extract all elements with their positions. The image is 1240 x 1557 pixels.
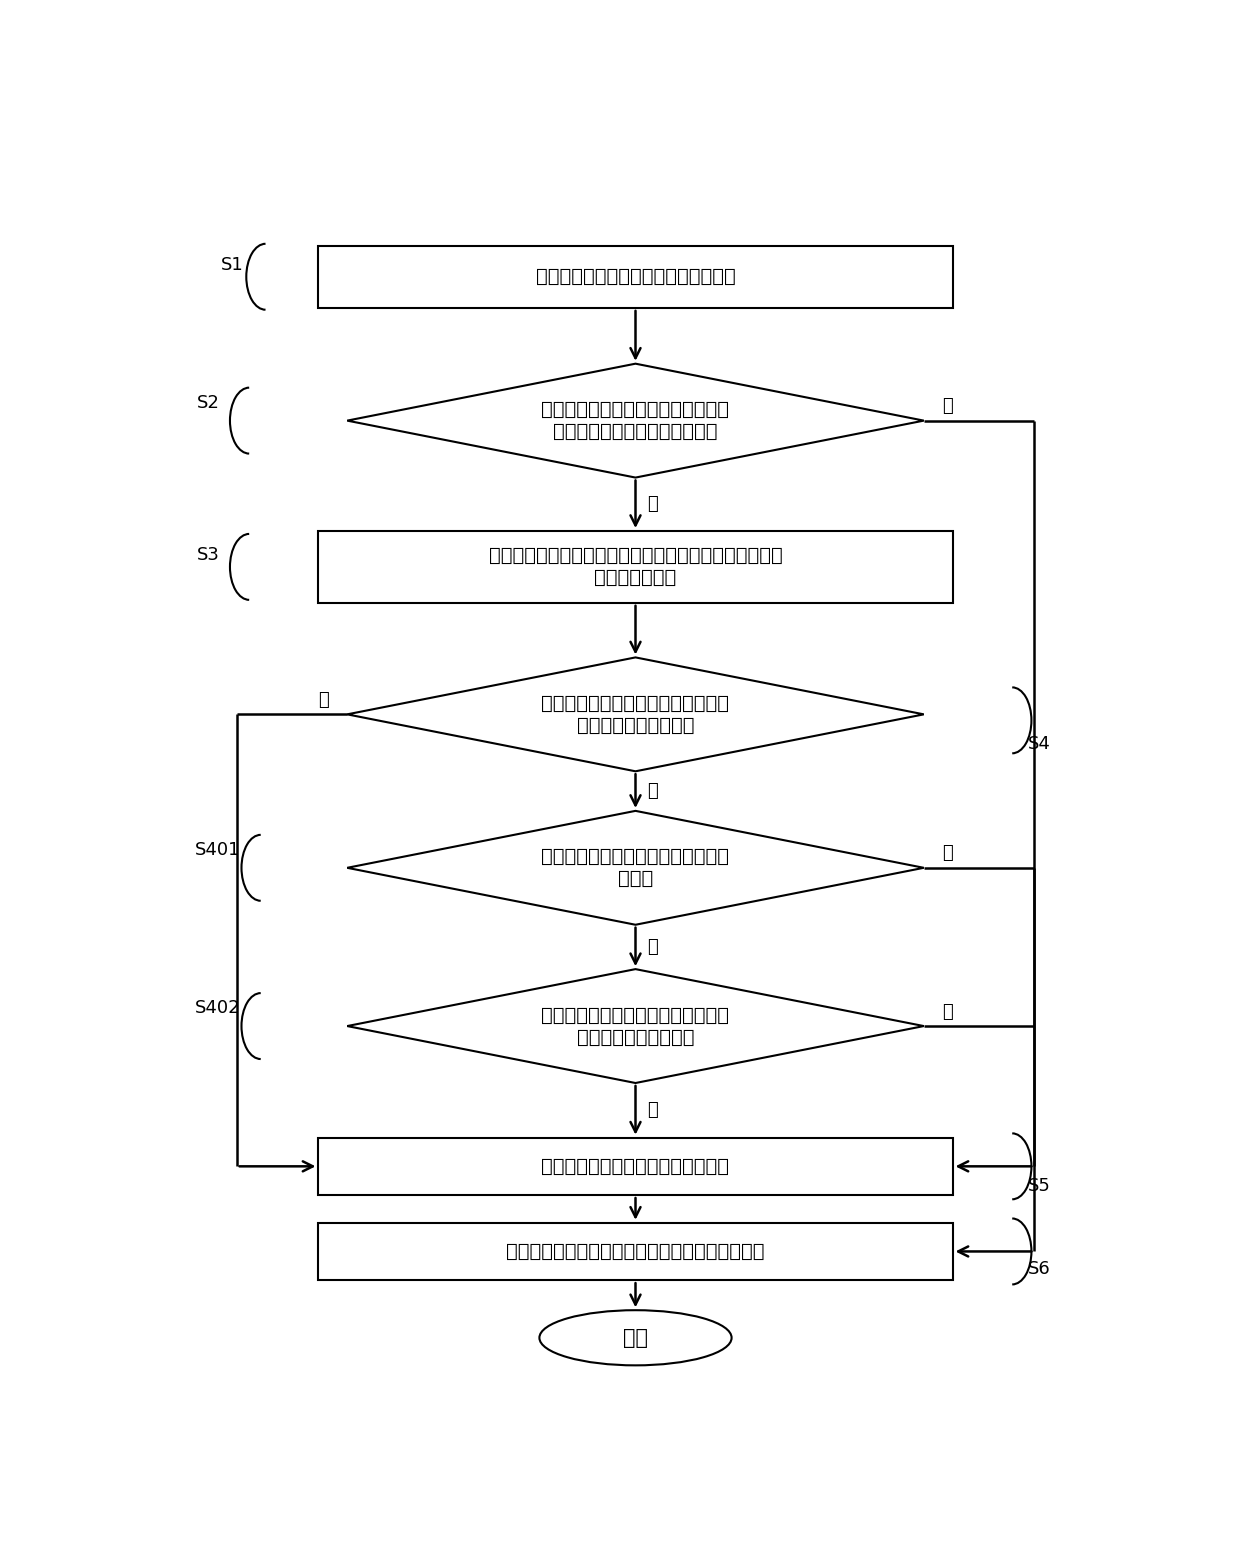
Text: 是: 是 <box>317 691 329 708</box>
FancyBboxPatch shape <box>319 1222 952 1280</box>
Text: 发出安全报警信号并对所述动力电池系统进行维护: 发出安全报警信号并对所述动力电池系统进行维护 <box>506 1242 765 1261</box>
Polygon shape <box>347 657 924 771</box>
Text: 获取所述动力电池系统的实时温度分布: 获取所述动力电池系统的实时温度分布 <box>536 268 735 286</box>
FancyBboxPatch shape <box>319 246 952 308</box>
Text: 否: 否 <box>647 782 658 800</box>
FancyBboxPatch shape <box>319 1138 952 1196</box>
Polygon shape <box>347 364 924 478</box>
Polygon shape <box>347 968 924 1084</box>
Text: S401: S401 <box>195 841 241 859</box>
Text: S3: S3 <box>196 547 219 564</box>
Text: 判断持续出现所述自放电情况的累积
次数是否超过预设次数: 判断持续出现所述自放电情况的累积 次数是否超过预设次数 <box>542 1006 729 1046</box>
Text: 是: 是 <box>942 397 954 416</box>
Text: 获取所述实时温度分布中高温位置对应的一个或多个目标
单体电池的电压: 获取所述实时温度分布中高温位置对应的一个或多个目标 单体电池的电压 <box>489 547 782 587</box>
Text: S1: S1 <box>221 255 243 274</box>
Text: 结束: 结束 <box>622 1328 649 1348</box>
Text: 是: 是 <box>647 1101 658 1119</box>
Text: 是: 是 <box>647 937 658 956</box>
Text: 否: 否 <box>942 1003 954 1021</box>
Text: 判断所述实时温度分布与所述动力电
池系统的标定温度分布是否相符: 判断所述实时温度分布与所述动力电 池系统的标定温度分布是否相符 <box>542 400 729 441</box>
Text: S6: S6 <box>1028 1261 1050 1278</box>
Text: 判断所述动力电池系统是否出现自放
电情况: 判断所述动力电池系统是否出现自放 电情况 <box>542 847 729 889</box>
Text: 否: 否 <box>942 844 954 863</box>
FancyBboxPatch shape <box>319 531 952 603</box>
Text: S402: S402 <box>195 1000 241 1017</box>
Text: 否: 否 <box>647 495 658 514</box>
Text: S2: S2 <box>196 394 219 411</box>
Polygon shape <box>347 811 924 925</box>
Ellipse shape <box>539 1309 732 1365</box>
Text: 确定所述动力电池系统存在安全隐患: 确定所述动力电池系统存在安全隐患 <box>542 1157 729 1176</box>
Text: S4: S4 <box>1028 735 1050 754</box>
Text: 判断所述一个或多个目标单体电池的
电压是否出现异常现象: 判断所述一个或多个目标单体电池的 电压是否出现异常现象 <box>542 694 729 735</box>
Text: S5: S5 <box>1028 1177 1050 1194</box>
